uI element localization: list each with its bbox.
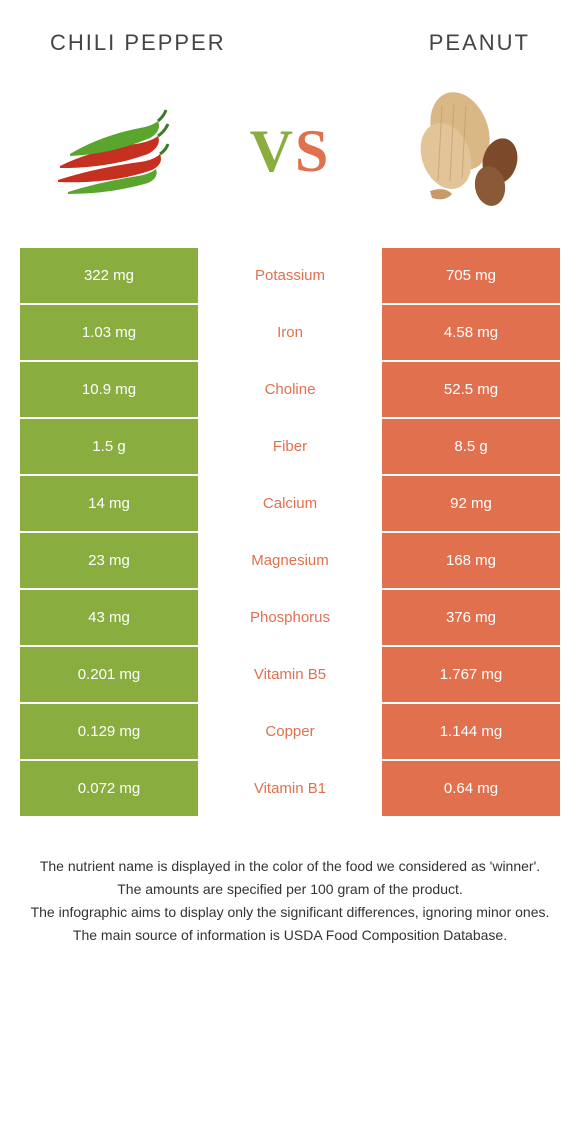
nutrient-name-cell: Magnesium [200,533,380,588]
vs-row: VS [0,66,580,246]
left-value-cell: 0.072 mg [20,761,200,816]
nutrient-name-cell: Vitamin B5 [200,647,380,702]
table-row: 23 mgMagnesium168 mg [20,531,560,588]
nutrient-name-cell: Iron [200,305,380,360]
left-value-cell: 10.9 mg [20,362,200,417]
footer-line: The nutrient name is displayed in the co… [30,856,550,877]
table-row: 43 mgPhosphorus376 mg [20,588,560,645]
left-value-cell: 1.5 g [20,419,200,474]
nutrient-name-cell: Choline [200,362,380,417]
footer-line: The amounts are specified per 100 gram o… [30,879,550,900]
right-value-cell: 8.5 g [380,419,560,474]
right-value-cell: 1.767 mg [380,647,560,702]
right-value-cell: 4.58 mg [380,305,560,360]
table-row: 322 mgPotassium705 mg [20,246,560,303]
left-value-cell: 322 mg [20,248,200,303]
left-food-title: Chili pepper [50,30,226,56]
table-row: 10.9 mgCholine52.5 mg [20,360,560,417]
left-value-cell: 23 mg [20,533,200,588]
right-value-cell: 168 mg [380,533,560,588]
nutrient-name-cell: Vitamin B1 [200,761,380,816]
right-value-cell: 376 mg [380,590,560,645]
table-row: 0.129 mgCopper1.144 mg [20,702,560,759]
nutrient-name-cell: Copper [200,704,380,759]
right-value-cell: 0.64 mg [380,761,560,816]
footer-line: The infographic aims to display only the… [30,902,550,923]
left-value-cell: 0.129 mg [20,704,200,759]
vs-v: V [250,118,295,184]
nutrient-name-cell: Phosphorus [200,590,380,645]
vs-s: S [295,118,330,184]
left-value-cell: 0.201 mg [20,647,200,702]
vs-label: VS [250,117,331,186]
right-value-cell: 92 mg [380,476,560,531]
table-row: 1.03 mgIron4.58 mg [20,303,560,360]
left-value-cell: 1.03 mg [20,305,200,360]
table-row: 0.201 mgVitamin B51.767 mg [20,645,560,702]
footer-line: The main source of information is USDA F… [30,925,550,946]
right-value-cell: 1.144 mg [380,704,560,759]
header: Chili pepper Peanut [0,0,580,66]
chili-pepper-image [40,86,190,216]
right-food-title: Peanut [429,30,530,56]
footer-notes: The nutrient name is displayed in the co… [0,816,580,946]
left-value-cell: 43 mg [20,590,200,645]
nutrient-name-cell: Fiber [200,419,380,474]
left-value-cell: 14 mg [20,476,200,531]
nutrient-name-cell: Calcium [200,476,380,531]
table-row: 14 mgCalcium92 mg [20,474,560,531]
right-value-cell: 52.5 mg [380,362,560,417]
table-row: 0.072 mgVitamin B10.64 mg [20,759,560,816]
nutrient-name-cell: Potassium [200,248,380,303]
table-row: 1.5 gFiber8.5 g [20,417,560,474]
nutrient-table: 322 mgPotassium705 mg1.03 mgIron4.58 mg1… [20,246,560,816]
right-value-cell: 705 mg [380,248,560,303]
peanut-image [390,86,540,216]
